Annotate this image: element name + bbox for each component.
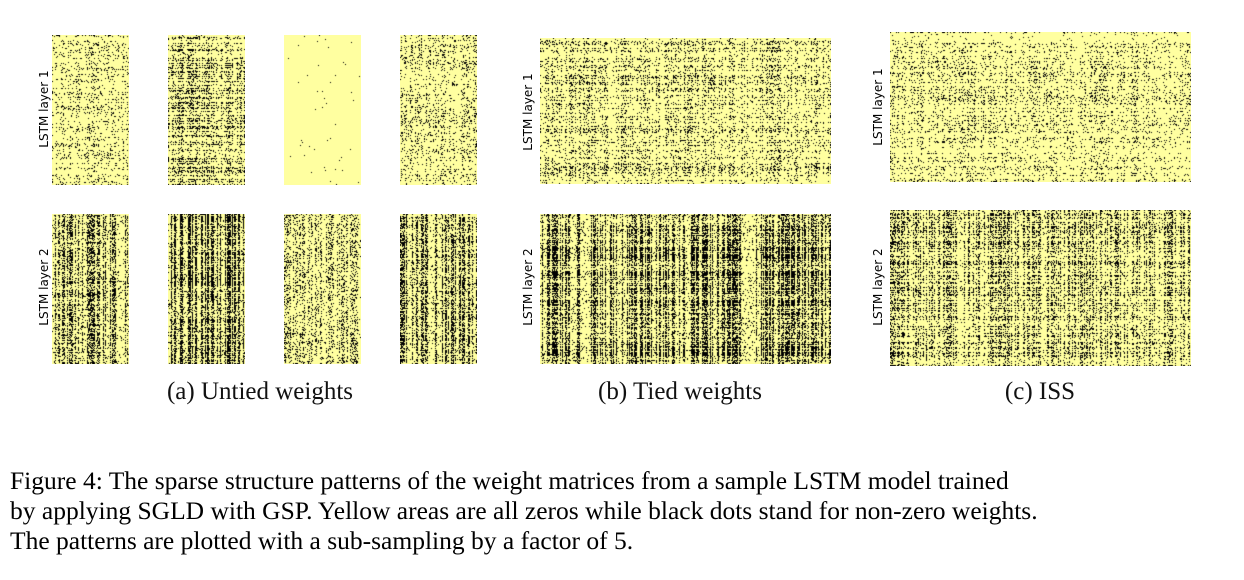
row-label-a-layer2: LSTM layer 2 (37, 248, 51, 326)
matrix-a-l1-2 (168, 35, 245, 185)
matrix-b-l1 (540, 38, 831, 184)
caption-c: (c) ISS (1004, 378, 1076, 405)
caption-line-3: The patterns are plotted with a sub-samp… (10, 526, 634, 555)
caption-line-1: Figure 4: The sparse structure patterns … (10, 466, 1009, 495)
matrix-a-l2-3 (284, 214, 361, 364)
matrix-a-l2-4 (400, 214, 477, 364)
matrix-c-l1 (890, 32, 1191, 182)
matrix-a-l2-2 (168, 214, 245, 364)
row-label-b-layer2: LSTM layer 2 (521, 248, 535, 326)
row-label-c-layer1: LSTM layer 1 (871, 68, 885, 146)
row-label-b-layer1: LSTM layer 1 (521, 73, 535, 151)
matrix-a-l2-1 (52, 214, 129, 364)
matrix-b-l2 (540, 214, 831, 364)
matrix-a-l1-4 (400, 35, 477, 185)
matrix-a-l1-3 (284, 35, 361, 185)
row-label-a-layer1: LSTM layer 1 (37, 70, 51, 148)
figure-caption: Figure 4: The sparse structure patterns … (10, 466, 1234, 556)
matrix-a-l1-1 (52, 35, 129, 185)
caption-b: (b) Tied weights (598, 378, 762, 405)
row-label-c-layer2: LSTM layer 2 (871, 248, 885, 326)
matrix-c-l2 (890, 210, 1191, 366)
caption-a: (a) Untied weights (166, 378, 354, 405)
caption-line-2: by applying SGLD with GSP. Yellow areas … (10, 496, 1038, 525)
